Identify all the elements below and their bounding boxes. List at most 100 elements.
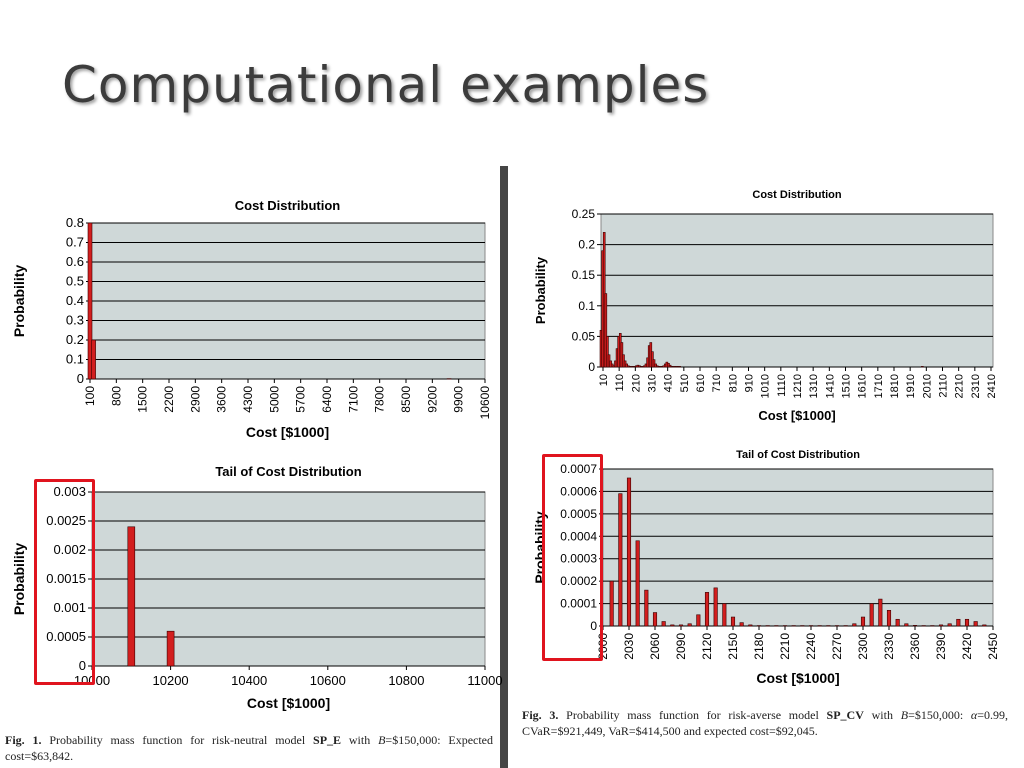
bar [678, 624, 684, 627]
bar [661, 621, 666, 627]
y-tick-label: 0.1 [66, 352, 84, 367]
y-tick-label: 0 [77, 371, 84, 386]
y-tick-label: 0.0004 [560, 529, 597, 543]
y-axis-highlight-box-left [34, 479, 95, 685]
caption-text: =$150,000: [908, 708, 971, 722]
y-tick-label: 0.0025 [46, 513, 86, 528]
x-tick-label: 2360 [908, 633, 922, 660]
x-tick-label: 2450 [986, 633, 1000, 660]
x-tick-label: 2330 [882, 633, 896, 660]
bar [748, 624, 753, 627]
x-tick-label: 2390 [934, 633, 948, 660]
bar [921, 625, 926, 627]
bar [625, 363, 629, 368]
x-tick-label: 2270 [830, 633, 844, 660]
y-axis-highlight-box-right [542, 454, 603, 661]
x-tick-label: 1510 [841, 374, 853, 398]
x-tick-label: 3600 [215, 386, 229, 413]
y-tick-label: 0.25 [572, 207, 596, 221]
bar [730, 616, 736, 627]
y-axis-label: Probability [533, 256, 548, 324]
x-tick-label: 1110 [776, 374, 788, 397]
y-tick-label: 0 [590, 619, 597, 633]
y-tick-label: 0.7 [66, 235, 84, 250]
bar [87, 222, 93, 380]
bar [973, 621, 978, 627]
chart-title: Cost Distribution [752, 189, 841, 201]
y-tick-label: 0.001 [53, 600, 86, 615]
bar [713, 587, 718, 627]
slide-title: Computational examples [62, 56, 710, 114]
y-tick-label: 0.2 [66, 332, 84, 347]
y-tick-label: 0.0015 [46, 571, 86, 586]
chart-title: Cost Distribution [235, 198, 340, 213]
chart-title: Tail of Cost Distribution [736, 449, 860, 461]
y-tick-label: 0 [79, 658, 86, 673]
y-tick-label: 0.0002 [560, 574, 597, 588]
bar [668, 364, 672, 368]
x-tick-label: 11000 [467, 673, 502, 688]
x-tick-label: 2060 [648, 633, 662, 660]
bar [606, 336, 609, 368]
figure-3-caption: Fig. 3. Probability mass function for ri… [522, 707, 1008, 739]
x-tick-label: 8500 [399, 386, 413, 413]
x-tick-label: 2150 [726, 633, 740, 660]
bar [912, 625, 918, 627]
x-axis-label: Cost [$1000] [246, 424, 329, 440]
bar [956, 618, 961, 627]
caption-variable: B [900, 708, 909, 722]
bar [696, 614, 701, 627]
x-tick-label: 2200 [162, 386, 176, 413]
bar [651, 351, 654, 368]
bar [91, 339, 96, 380]
x-tick-label: 1310 [808, 374, 820, 398]
x-tick-label: 1500 [136, 386, 150, 413]
x-tick-label: 1810 [889, 374, 901, 398]
x-tick-label: 10400 [231, 673, 267, 688]
x-tick-label: 2410 [986, 374, 998, 398]
bar [930, 625, 935, 627]
x-tick-label: 7800 [373, 386, 387, 413]
y-tick-label: 0.2 [578, 238, 595, 252]
bar [886, 610, 892, 627]
y-tick-label: 0 [588, 360, 595, 374]
x-axis-label: Cost [$1000] [756, 670, 839, 686]
bar [635, 540, 640, 627]
x-tick-label: 2180 [752, 633, 766, 660]
x-tick-label: 10600 [310, 673, 346, 688]
bar [446, 378, 452, 380]
x-tick-label: 2420 [960, 633, 974, 660]
caption-text: with [863, 708, 901, 722]
bar [604, 293, 608, 368]
bar [687, 623, 692, 627]
y-tick-label: 0.6 [66, 254, 84, 269]
plot-area [602, 468, 994, 627]
bar [947, 623, 952, 627]
x-tick-label: 2300 [856, 633, 870, 660]
x-tick-label: 410 [663, 374, 675, 392]
caption-label: Fig. 1. [5, 733, 42, 747]
bar [626, 477, 632, 627]
bar [652, 359, 656, 368]
x-tick-label: 7100 [346, 386, 360, 413]
x-tick-label: 710 [711, 374, 723, 392]
bar [739, 622, 744, 627]
x-tick-label: 9900 [452, 386, 466, 413]
x-tick-label: 2010 [921, 374, 933, 398]
x-tick-label: 2210 [954, 374, 966, 398]
caption-variable: α [970, 708, 978, 722]
x-tick-label: 2310 [970, 374, 982, 398]
y-tick-label: 0.05 [572, 329, 596, 343]
bar [166, 630, 175, 667]
bar [791, 625, 796, 627]
y-tick-label: 0.1 [578, 299, 595, 313]
bar [826, 625, 831, 627]
bar [843, 625, 848, 627]
x-tick-label: 2120 [700, 633, 714, 660]
bar [817, 625, 822, 627]
bar [609, 580, 614, 627]
figure-1-caption: Fig. 1. Probability mass function for ri… [5, 732, 493, 764]
y-tick-label: 0.0007 [560, 462, 597, 476]
bar [834, 625, 840, 627]
